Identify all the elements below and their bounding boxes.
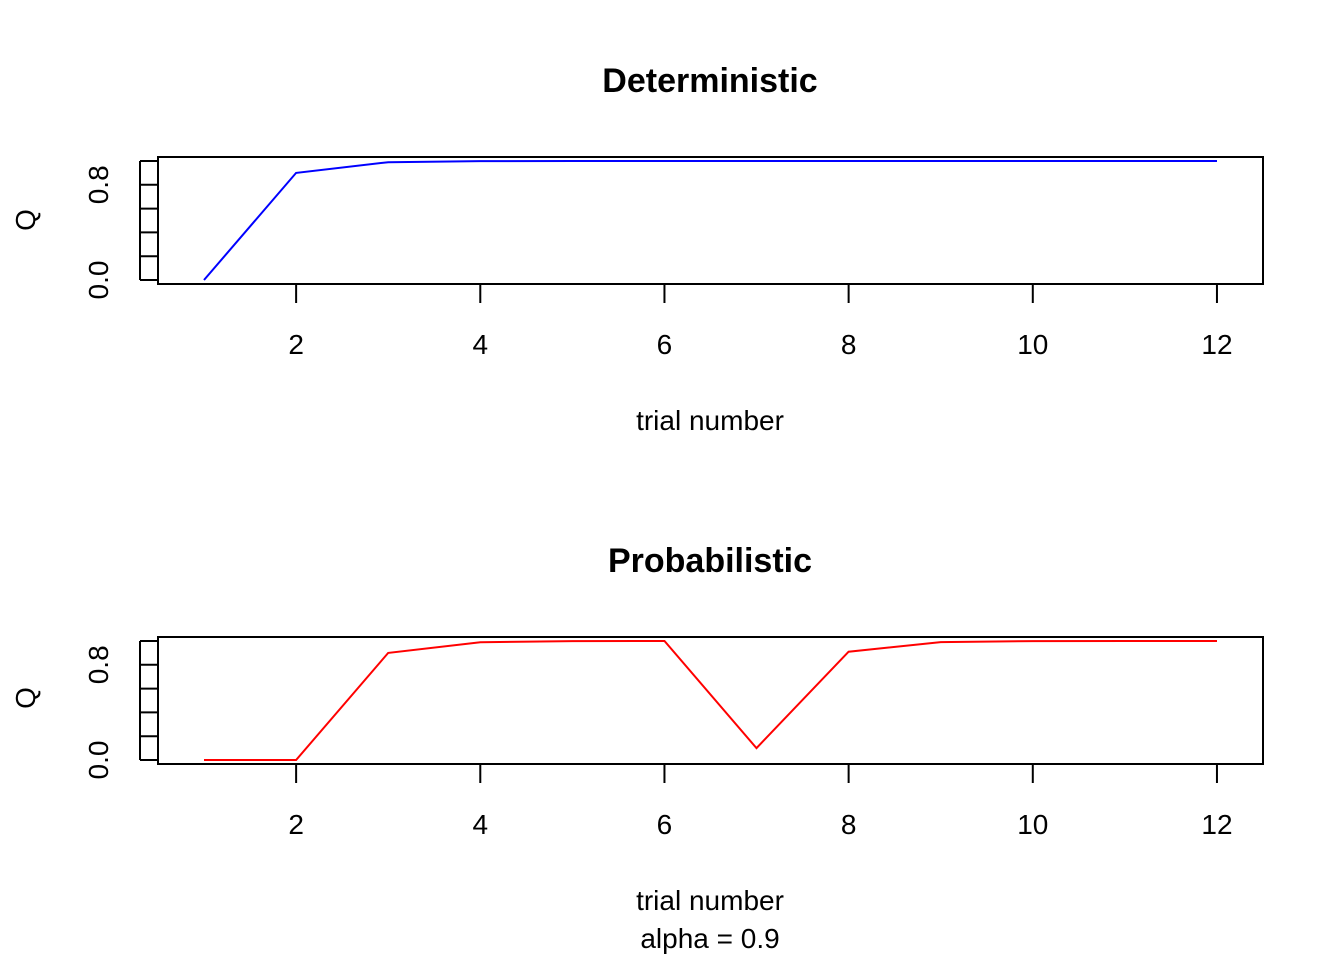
x-axis: 2 4 6 8 10 12 (288, 284, 1232, 360)
plot-frame (158, 637, 1263, 764)
x-tick-label: 4 (473, 809, 489, 840)
y-tick-label: 0.0 (83, 741, 114, 780)
deterministic-panel: Deterministic 2 4 6 8 10 12 0.0 0.8 trial numb… (10, 62, 1263, 436)
series-line-probabilistic (204, 641, 1217, 760)
plot-frame (158, 157, 1263, 284)
probabilistic-panel: Probabilistic 2 4 6 8 10 12 0.0 0.8 trial numb… (10, 542, 1263, 954)
x-tick-label: 8 (841, 329, 857, 360)
y-axis: 0.0 0.8 (83, 641, 158, 779)
chart-title: Deterministic (602, 62, 817, 100)
x-axis-label: trial number (636, 405, 784, 436)
chart-title: Probabilistic (608, 542, 812, 580)
x-tick-label: 4 (473, 329, 489, 360)
x-tick-label: 12 (1201, 809, 1232, 840)
x-tick-label: 6 (657, 329, 673, 360)
series-line-deterministic (204, 161, 1217, 280)
x-tick-label: 2 (288, 329, 304, 360)
x-tick-label: 8 (841, 809, 857, 840)
x-tick-label: 12 (1201, 329, 1232, 360)
chart-subtitle: alpha = 0.9 (640, 923, 779, 954)
x-tick-label: 2 (288, 809, 304, 840)
x-axis-label: trial number (636, 885, 784, 916)
y-tick-label: 0.0 (83, 261, 114, 300)
y-axis-label: Q (10, 209, 41, 231)
y-axis: 0.0 0.8 (83, 161, 158, 299)
x-tick-label: 6 (657, 809, 673, 840)
y-tick-label: 0.8 (83, 645, 114, 684)
x-axis: 2 4 6 8 10 12 (288, 764, 1232, 840)
y-axis-label: Q (10, 687, 41, 709)
x-tick-label: 10 (1017, 329, 1048, 360)
x-tick-label: 10 (1017, 809, 1048, 840)
y-tick-label: 0.8 (83, 165, 114, 204)
